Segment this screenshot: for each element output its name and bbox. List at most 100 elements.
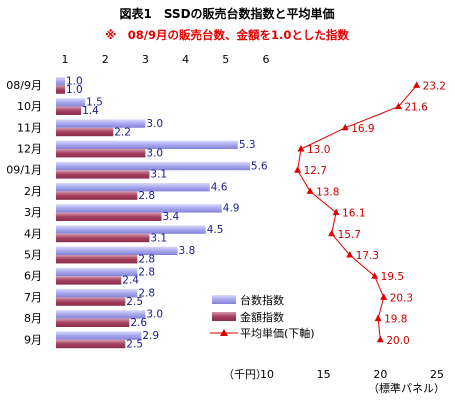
data-label-amount-index: 2.5 bbox=[126, 296, 143, 308]
data-label-amount-index: 2.5 bbox=[126, 338, 143, 350]
bottom-axis: （千円） （標準パネル） 10 15 20 25 bbox=[223, 368, 445, 395]
bar-unit-index bbox=[56, 246, 178, 255]
bar-amount-index bbox=[56, 149, 146, 158]
data-label-unit-index: 3.0 bbox=[146, 309, 163, 321]
legend-label-price: 平均単価(下軸) bbox=[240, 326, 315, 340]
data-label-unit-index: 5.3 bbox=[239, 139, 256, 151]
data-label-amount-index: 2.4 bbox=[122, 275, 139, 287]
bottom-axis-tick-label: 10 bbox=[260, 368, 274, 381]
category-label: 11月 bbox=[17, 121, 42, 134]
data-label-unit-index: 1.0 bbox=[66, 76, 83, 88]
data-label-unit-index: 2.8 bbox=[138, 288, 155, 300]
category-label: 2月 bbox=[24, 185, 42, 198]
price-marker bbox=[413, 81, 421, 88]
data-label-price: 19.5 bbox=[381, 271, 404, 283]
bar-unit-index bbox=[56, 267, 138, 277]
bottom-axis-unit-left: （千円） bbox=[223, 368, 267, 381]
price-marker bbox=[332, 208, 340, 216]
bar-unit-index bbox=[56, 98, 86, 107]
data-label-amount-index: 3.1 bbox=[150, 232, 167, 244]
bar-amount-index bbox=[56, 318, 130, 327]
legend-marker-price bbox=[220, 329, 228, 336]
bars: 1.01.01.51.4 3.0 2.2 5.3 3.0 5.6 3.1 4.6 2.8 4.9 3… bbox=[56, 76, 268, 350]
data-label-price: 23.2 bbox=[423, 80, 446, 92]
top-axis-tick-label: 6 bbox=[263, 53, 270, 66]
data-label-unit-index: 4.5 bbox=[207, 224, 224, 236]
price-marker bbox=[374, 314, 382, 322]
data-label-amount-index: 2.6 bbox=[130, 317, 147, 329]
legend-swatch-unit-index bbox=[212, 295, 236, 304]
price-marker bbox=[380, 293, 388, 300]
data-label-amount-index: 3.4 bbox=[162, 211, 179, 223]
data-label-price: 20.3 bbox=[390, 292, 413, 304]
category-label: 3月 bbox=[24, 206, 42, 219]
top-axis-tick-label: 5 bbox=[222, 53, 229, 66]
category-label: 10月 bbox=[17, 100, 42, 113]
bar-amount-index bbox=[56, 297, 126, 306]
legend: 台数指数 金額指数 平均単価(下軸) bbox=[210, 293, 315, 340]
category-label: 12月 bbox=[17, 143, 42, 156]
data-label-amount-index: 2.8 bbox=[138, 190, 155, 202]
category-label: 08/9月 bbox=[6, 79, 42, 92]
top-axis-tick-label: 2 bbox=[102, 53, 109, 66]
price-marker bbox=[306, 187, 314, 194]
legend-label-unit-index: 台数指数 bbox=[240, 293, 284, 307]
bar-amount-index bbox=[56, 276, 122, 285]
bar-unit-index bbox=[56, 204, 222, 213]
bar-amount-index bbox=[56, 212, 162, 221]
bar-amount-index bbox=[56, 233, 150, 243]
data-label-unit-index: 2.9 bbox=[142, 330, 159, 342]
legend-label-amount-index: 金額指数 bbox=[240, 310, 284, 324]
data-label-price: 19.8 bbox=[384, 314, 407, 326]
legend-swatch-amount-index bbox=[212, 312, 236, 321]
bar-unit-index bbox=[56, 331, 142, 340]
data-label-amount-index: 1.4 bbox=[82, 105, 99, 117]
bar-unit-index bbox=[56, 289, 138, 298]
bar-amount-index bbox=[56, 106, 82, 115]
data-label-price: 13.8 bbox=[316, 186, 339, 198]
chart-subtitle: ※ 08/9月の販売台数、金額を1.0とした指数 bbox=[105, 28, 349, 42]
data-label-unit-index: 4.6 bbox=[211, 182, 228, 194]
category-label: 6月 bbox=[24, 270, 42, 283]
top-axis-tick-label: 3 bbox=[142, 53, 149, 66]
bottom-axis-unit-right: （標準パネル） bbox=[368, 381, 445, 395]
data-label-amount-index: 1.0 bbox=[66, 84, 83, 96]
category-label: 4月 bbox=[24, 227, 42, 240]
data-label-amount-index: 3.0 bbox=[146, 148, 163, 160]
category-label: 5月 bbox=[24, 249, 42, 262]
bar-unit-index bbox=[56, 225, 206, 234]
bottom-axis-tick-label: 25 bbox=[430, 368, 444, 381]
data-label-price: 16.1 bbox=[342, 208, 365, 220]
chart-title: 図表1 SSDの販売台数指数と平均単価 bbox=[119, 6, 334, 21]
price-marker bbox=[371, 272, 379, 279]
price-marker bbox=[394, 102, 402, 110]
bar-amount-index bbox=[56, 255, 138, 264]
category-label: 09/1月 bbox=[6, 164, 42, 177]
bar-unit-index bbox=[56, 140, 238, 149]
price-marker bbox=[376, 335, 384, 343]
bar-unit-index bbox=[56, 77, 65, 86]
data-label-unit-index: 5.6 bbox=[251, 160, 268, 172]
bar-amount-index bbox=[56, 127, 114, 137]
category-labels: 08/9月 10月 11月 12月 09/1月 2月 3月 4月 5月 6月 7月 8月 9月 bbox=[6, 79, 42, 346]
category-label: 7月 bbox=[24, 291, 42, 304]
top-axis: 1 2 3 4 5 6 bbox=[62, 53, 270, 66]
data-label-price: 12.7 bbox=[304, 165, 327, 177]
bar-amount-index bbox=[56, 85, 65, 94]
bar-amount-index bbox=[56, 339, 126, 349]
bar-unit-index bbox=[56, 119, 146, 128]
data-label-price: 17.3 bbox=[356, 250, 379, 262]
top-axis-tick-label: 4 bbox=[182, 53, 189, 66]
data-label-unit-index: 1.5 bbox=[86, 97, 103, 109]
price-marker bbox=[346, 251, 354, 258]
data-label-unit-index: 2.8 bbox=[138, 266, 155, 278]
data-label-price: 15.7 bbox=[338, 229, 361, 241]
data-label-price: 21.6 bbox=[404, 102, 428, 114]
bottom-axis-tick-label: 15 bbox=[317, 368, 331, 381]
price-marker bbox=[341, 123, 349, 131]
price-line: 23.2 21.6 16.9 13.0 12.7 13.816.1 15.7 17.319.5… bbox=[294, 80, 446, 347]
price-marker bbox=[297, 145, 305, 152]
bar-unit-index bbox=[56, 183, 210, 192]
bar-amount-index bbox=[56, 170, 150, 179]
